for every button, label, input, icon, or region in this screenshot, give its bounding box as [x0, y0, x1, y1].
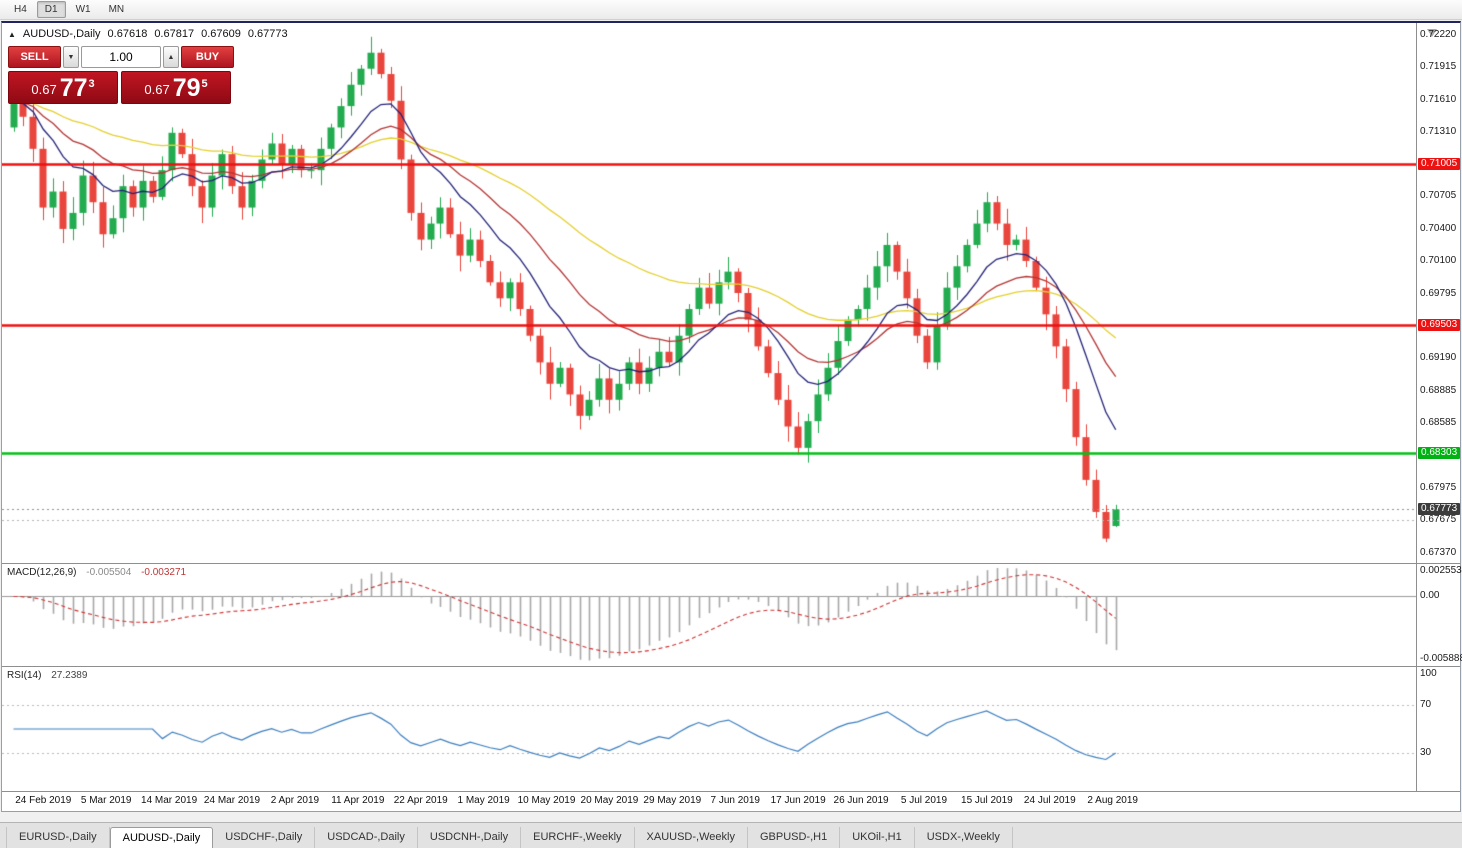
macd-main-value: -0.005504: [86, 567, 132, 578]
macd-signal-value: -0.003271: [141, 567, 187, 578]
price-level-badge: 0.67773: [1418, 503, 1461, 516]
price-level-badge: 0.68303: [1418, 446, 1461, 459]
sell-price-display[interactable]: 0.67 77 3: [8, 71, 118, 104]
timeframe-toolbar: H4 D1 W1 MN: [0, 0, 1462, 20]
chart-shift-marker-icon[interactable]: [1427, 29, 1437, 37]
chart-tabs-bar: EURUSD-,Daily AUDUSD-,Daily USDCHF-,Daily U…: [0, 822, 1462, 848]
price-level-badge: 0.69503: [1418, 318, 1461, 331]
price-axis-label: 0.71310: [1420, 125, 1457, 137]
date-axis-label: 2 Aug 2019: [1087, 795, 1138, 806]
macd-canvas[interactable]: [2, 564, 1416, 666]
price-axis-label: 0.67675: [1420, 513, 1457, 525]
price-axis-label: 0.67370: [1420, 546, 1457, 558]
macd-name: MACD(12,26,9): [7, 567, 77, 578]
buy-price-big-digits: 79: [172, 74, 201, 102]
date-axis-label: 14 Mar 2019: [141, 795, 198, 806]
time-axis: 24 Feb 2019 5 Mar 2019 14 Mar 2019 24 Mar 2…: [2, 792, 1416, 811]
chart-window: ▲ AUDUSD-,Daily 0.67618 0.67817 0.67609 …: [1, 21, 1462, 812]
date-axis-label: 7 Jun 2019: [710, 795, 761, 806]
price-axis-label: 0.67975: [1420, 481, 1457, 493]
tab-xauusd-weekly[interactable]: XAUUSD-,Weekly: [635, 827, 748, 848]
sell-price-pip-fraction: 3: [88, 78, 95, 90]
tab-eurchf-weekly[interactable]: EURCHF-,Weekly: [521, 827, 635, 848]
rsi-indicator-label: RSI(14) 27.2389: [7, 670, 87, 681]
macd-axis-label: 0.002553: [1420, 565, 1462, 576]
rsi-panel-divider[interactable]: [2, 666, 1460, 667]
volume-decrease-button[interactable]: ▼: [63, 46, 79, 68]
sell-button[interactable]: SELL: [8, 46, 61, 68]
price-level-badge: 0.71005: [1418, 158, 1461, 171]
timeframe-button-w1[interactable]: W1: [75, 4, 91, 15]
tab-usdchf-daily[interactable]: USDCHF-,Daily: [213, 827, 316, 848]
macd-panel-divider[interactable]: [2, 563, 1460, 564]
price-axis-label: 0.68585: [1420, 416, 1457, 428]
price-axis-label: 0.71915: [1420, 61, 1457, 73]
open-value: 0.67618: [107, 28, 148, 40]
date-axis-label: 5 Mar 2019: [80, 795, 132, 806]
macd-indicator-label: MACD(12,26,9) -0.005504 -0.003271: [7, 567, 186, 578]
timeframe-button-h4[interactable]: H4: [14, 4, 27, 15]
date-axis-label: 20 May 2019: [580, 795, 639, 806]
tab-usdx-weekly[interactable]: USDX-,Weekly: [915, 827, 1013, 848]
price-axis-label: 0.69190: [1420, 352, 1457, 364]
price-axis-label: 0.70100: [1420, 254, 1457, 266]
ohlc-info-line: ▲ AUDUSD-,Daily 0.67618 0.67817 0.67609 …: [8, 28, 288, 40]
price-canvas[interactable]: [2, 23, 1416, 563]
date-axis-label: 15 Jul 2019: [961, 795, 1013, 806]
date-axis-label: 24 Feb 2019: [15, 795, 72, 806]
price-axis-label: 0.72220: [1420, 28, 1457, 40]
rsi-canvas[interactable]: [2, 667, 1416, 791]
high-value: 0.67817: [154, 28, 195, 40]
buy-button[interactable]: BUY: [181, 46, 234, 68]
low-value: 0.67609: [201, 28, 241, 40]
rsi-axis-label: 70: [1420, 699, 1432, 711]
time-axis-divider: [2, 791, 1460, 792]
timeframe-button-d1[interactable]: D1: [36, 1, 66, 18]
price-axis-label: 0.69795: [1420, 287, 1457, 299]
tab-gbpusd-h1[interactable]: GBPUSD-,H1: [748, 827, 841, 848]
date-axis-label: 2 Apr 2019: [270, 795, 320, 806]
close-value: 0.67773: [247, 28, 288, 40]
rsi-axis-label: 100: [1420, 668, 1437, 679]
one-click-trading-panel: SELL ▼ ▲ BUY 0.67 77 3 0.67 79 5: [8, 46, 234, 104]
tab-ukoil-h1[interactable]: UKOil-,H1: [840, 827, 915, 848]
date-axis-label: 17 Jun 2019: [770, 795, 826, 806]
sell-price-big-digits: 77: [59, 74, 88, 102]
volume-increase-button[interactable]: ▲: [163, 46, 179, 68]
date-axis-label: 29 May 2019: [643, 795, 702, 806]
tab-usdcnh-daily[interactable]: USDCNH-,Daily: [418, 827, 522, 848]
date-axis-label: 26 Jun 2019: [833, 795, 889, 806]
date-axis-label: 5 Jul 2019: [900, 795, 948, 806]
rsi-axis-label: 30: [1420, 746, 1432, 758]
price-axis-label: 0.71610: [1420, 93, 1457, 105]
date-axis-label: 24 Mar 2019: [203, 795, 261, 806]
rsi-value: 27.2389: [51, 670, 88, 681]
buy-price-prefix: 0.67: [144, 82, 170, 97]
date-axis-label: 11 Apr 2019: [331, 795, 385, 806]
date-axis-label: 24 Jul 2019: [1023, 795, 1076, 806]
price-axis-label: 0.70400: [1420, 222, 1457, 234]
price-axis-label: 0.68885: [1420, 384, 1457, 396]
rsi-name: RSI(14): [7, 670, 42, 681]
symbol-period-label: AUDUSD-,Daily: [22, 28, 101, 40]
buy-price-pip-fraction: 5: [201, 78, 208, 90]
macd-axis-label: 0.00: [1420, 589, 1440, 601]
tab-usdcad-daily[interactable]: USDCAD-,Daily: [315, 827, 418, 848]
volume-input[interactable]: [81, 46, 161, 68]
macd-axis-label: -0.005888: [1420, 653, 1462, 664]
price-axis-label: 0.70705: [1420, 190, 1457, 202]
tab-eurusd-daily[interactable]: EURUSD-,Daily: [6, 827, 110, 848]
date-axis-label: 10 May 2019: [517, 795, 576, 806]
date-axis-label: 1 May 2019: [457, 795, 510, 806]
price-axis: 0.72220 0.71915 0.71610 0.71310 0.71005 0.707…: [1417, 23, 1462, 792]
date-axis-label: 22 Apr 2019: [393, 795, 448, 806]
timeframe-button-mn[interactable]: MN: [108, 4, 125, 15]
buy-price-display[interactable]: 0.67 79 5: [121, 71, 231, 104]
tab-audusd-daily[interactable]: AUDUSD-,Daily: [109, 827, 214, 848]
panel-collapse-arrow-icon[interactable]: ▲: [8, 29, 16, 39]
timeframe-button-group: H4 D1 W1 MN: [6, 1, 134, 18]
sell-price-prefix: 0.67: [31, 82, 57, 97]
price-axis-separator: [1416, 23, 1417, 792]
